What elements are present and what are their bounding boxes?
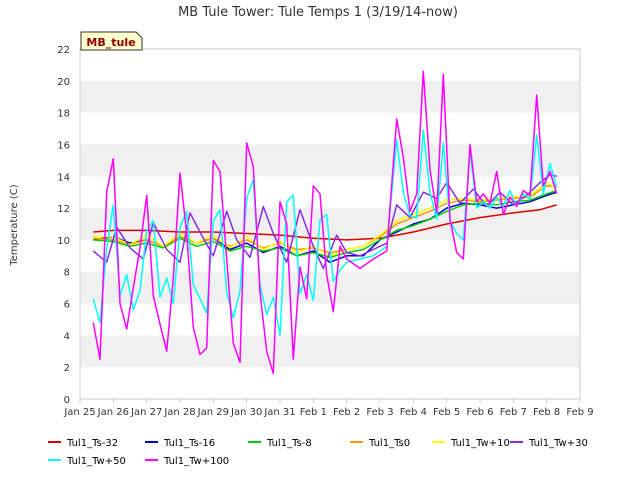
legend-label: Tul1_Tw+100	[163, 456, 229, 467]
y-tick-label: 20	[57, 77, 70, 88]
y-tick-label: 8	[64, 268, 70, 279]
grid-band	[80, 176, 580, 209]
x-tick-label: Jan 31	[263, 407, 295, 418]
series-line-Tul1_Tw+30	[92, 173, 557, 270]
grid-band	[80, 80, 580, 113]
grid-band	[80, 367, 580, 399]
x-tick-label: Jan 25	[63, 407, 95, 418]
grid-band	[80, 303, 580, 336]
legend-label: Tul1_Tw+30	[528, 438, 588, 449]
site-badge-label: MB_tule	[86, 36, 135, 49]
legend-label: Tul1_Ts-16	[163, 438, 215, 449]
series-line-Tul1_Tw+100	[92, 70, 558, 375]
y-axis-ticks: 0 2 4 6 8 10 12 14 16 18 20 22	[57, 45, 70, 406]
x-tick-label: Feb 1	[300, 407, 327, 418]
legend-label: Tul1_Ts0	[368, 438, 410, 449]
y-tick-label: 22	[57, 45, 70, 56]
series-line-Tul1_Tw+50	[92, 129, 558, 337]
y-tick-label: 2	[64, 363, 70, 374]
grid-band	[80, 208, 580, 240]
x-tick-label: Feb 5	[433, 407, 460, 418]
y-tick-label: 12	[57, 204, 70, 215]
series-line-Tul1_Ts-32	[93, 204, 557, 241]
x-tick-label: Feb 4	[400, 407, 427, 418]
y-tick-label: 4	[64, 331, 70, 342]
site-badge-box	[80, 31, 143, 51]
legend-label: Tul1_Tw+10	[450, 438, 510, 449]
x-tick-label: Jan 30	[230, 407, 262, 418]
x-tick-label: Feb 6	[466, 407, 493, 418]
x-tick-label: Feb 7	[500, 407, 527, 418]
x-tick-label: Feb 3	[366, 407, 393, 418]
grid-bands	[80, 49, 580, 399]
x-tick-label: Jan 26	[97, 407, 129, 418]
y-tick-label: 6	[64, 300, 70, 311]
y-axis-label: Temperature (C)	[9, 184, 20, 266]
legend-label: Tul1_Ts-8	[266, 438, 312, 449]
x-tick-label: Jan 29	[197, 407, 229, 418]
y-tick-label: 16	[57, 140, 70, 151]
y-tick-label: 0	[64, 395, 70, 406]
legend: Tul1_Ts-32 Tul1_Ts-16 Tul1_Ts-8 Tul1_Ts0 Tul…	[48, 438, 588, 467]
x-axis-ticks: Jan 25 Jan 26 Jan 27 Jan 28 Jan 29 Jan 30 Jan …	[63, 399, 594, 418]
legend-label: Tul1_Ts-32	[66, 438, 118, 449]
y-tick-label: 18	[57, 109, 70, 120]
grid-band	[80, 49, 580, 81]
grid-band	[80, 144, 580, 177]
series-line-Tul1_Tw+10	[93, 181, 558, 257]
grid-band	[80, 335, 580, 368]
y-tick-label: 10	[57, 236, 70, 247]
x-tick-label: Jan 27	[130, 407, 162, 418]
x-tick-label: Feb 8	[533, 407, 560, 418]
series-layer	[92, 70, 558, 375]
site-badge: MB_tule	[80, 31, 143, 51]
grid-band	[80, 271, 580, 304]
x-tick-label: Feb 9	[566, 407, 593, 418]
x-tick-label: Jan 28	[163, 407, 195, 418]
plot-frame	[79, 48, 581, 400]
legend-label: Tul1_Tw+50	[66, 456, 126, 467]
grid-band	[80, 112, 580, 145]
chart-title: MB Tule Tower: Tule Temps 1 (3/19/14-now…	[178, 5, 458, 20]
y-tick-label: 14	[57, 172, 70, 183]
x-tick-label: Feb 2	[333, 407, 360, 418]
